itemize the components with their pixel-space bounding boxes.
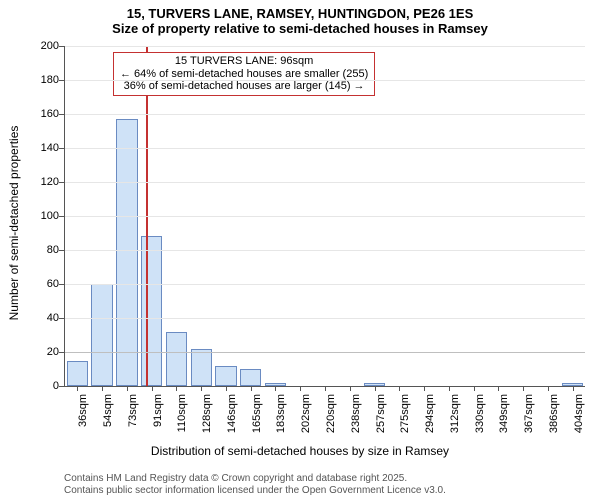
x-tick-label: 183sqm	[275, 394, 287, 433]
x-tick-label: 330sqm	[474, 394, 486, 433]
x-tick-mark	[201, 386, 202, 391]
x-tick-label: 367sqm	[523, 394, 535, 433]
bars-layer	[65, 46, 585, 386]
x-tick-mark	[375, 386, 376, 391]
x-tick-label: 202sqm	[300, 394, 312, 433]
bar	[67, 361, 88, 387]
x-tick-label: 404sqm	[573, 394, 585, 433]
x-tick-label: 128sqm	[201, 394, 213, 433]
x-tick-label: 312sqm	[449, 394, 461, 433]
reference-line	[146, 46, 148, 386]
x-tick-label: 349sqm	[498, 394, 510, 433]
y-tick-label: 0	[53, 380, 65, 392]
x-tick-mark	[350, 386, 351, 391]
x-tick-label: 91sqm	[152, 394, 164, 427]
x-tick-label: 36sqm	[77, 394, 89, 427]
x-tick-label: 54sqm	[102, 394, 114, 427]
x-tick-label: 110sqm	[176, 394, 188, 432]
x-tick-mark	[176, 386, 177, 391]
x-tick-mark	[523, 386, 524, 391]
x-axis-label: Distribution of semi-detached houses by …	[0, 444, 600, 458]
plot-area: 15 TURVERS LANE: 96sqm← 64% of semi-deta…	[64, 46, 585, 387]
x-tick-mark	[300, 386, 301, 391]
chart-title-sub: Size of property relative to semi-detach…	[0, 21, 600, 36]
x-tick-label: 386sqm	[548, 394, 560, 433]
bar	[166, 332, 187, 386]
x-tick-label: 220sqm	[325, 394, 337, 433]
attribution-text: Contains HM Land Registry data © Crown c…	[64, 473, 594, 496]
x-tick-mark	[102, 386, 103, 391]
attribution-line: Contains HM Land Registry data © Crown c…	[64, 473, 594, 485]
annotation-line: 36% of semi-detached houses are larger (…	[120, 80, 368, 93]
y-tick-label: 40	[47, 312, 65, 324]
x-tick-mark	[424, 386, 425, 391]
y-tick-label: 120	[41, 176, 65, 188]
x-tick-mark	[77, 386, 78, 391]
x-tick-mark	[152, 386, 153, 391]
y-tick-label: 100	[41, 210, 65, 222]
x-tick-mark	[474, 386, 475, 391]
bar	[91, 284, 112, 386]
x-tick-mark	[573, 386, 574, 391]
bar	[116, 119, 137, 386]
x-tick-mark	[498, 386, 499, 391]
bar	[141, 236, 162, 386]
attribution-line: Contains public sector information licen…	[64, 485, 594, 497]
x-tick-mark	[449, 386, 450, 391]
x-tick-mark	[325, 386, 326, 391]
x-tick-label: 165sqm	[251, 394, 263, 433]
y-tick-label: 60	[47, 278, 65, 290]
y-tick-label: 20	[47, 346, 65, 358]
x-tick-mark	[251, 386, 252, 391]
x-tick-mark	[127, 386, 128, 391]
y-tick-label: 80	[47, 244, 65, 256]
x-tick-mark	[275, 386, 276, 391]
annotation-box: 15 TURVERS LANE: 96sqm← 64% of semi-deta…	[113, 52, 375, 96]
x-tick-label: 257sqm	[375, 394, 387, 433]
annotation-line: 15 TURVERS LANE: 96sqm	[120, 55, 368, 68]
bar	[240, 369, 261, 386]
x-tick-mark	[548, 386, 549, 391]
y-tick-label: 200	[41, 40, 65, 52]
chart-figure: 15, TURVERS LANE, RAMSEY, HUNTINGDON, PE…	[0, 0, 600, 500]
x-tick-label: 73sqm	[127, 394, 139, 427]
x-tick-label: 275sqm	[399, 394, 411, 433]
bar	[215, 366, 236, 386]
x-tick-mark	[399, 386, 400, 391]
x-tick-label: 146sqm	[226, 394, 238, 433]
y-tick-label: 140	[41, 142, 65, 154]
y-axis-label: Number of semi-detached properties	[7, 126, 21, 321]
y-tick-label: 160	[41, 108, 65, 120]
x-tick-label: 238sqm	[350, 394, 362, 433]
y-tick-label: 180	[41, 74, 65, 86]
x-tick-label: 294sqm	[424, 394, 436, 433]
chart-title-main: 15, TURVERS LANE, RAMSEY, HUNTINGDON, PE…	[0, 6, 600, 21]
annotation-line: ← 64% of semi-detached houses are smalle…	[120, 68, 368, 81]
chart-titles: 15, TURVERS LANE, RAMSEY, HUNTINGDON, PE…	[0, 6, 600, 36]
bar	[191, 349, 212, 386]
x-tick-mark	[226, 386, 227, 391]
